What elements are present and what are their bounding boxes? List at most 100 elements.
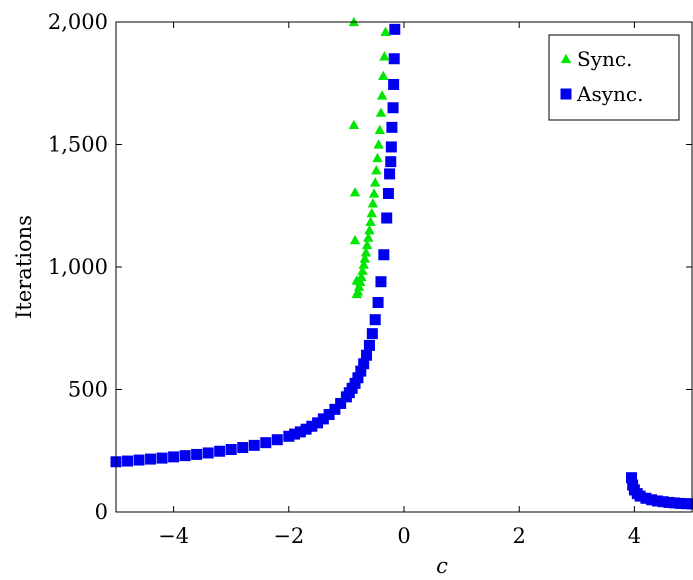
async-point-28 (349, 377, 361, 389)
y-tick-label-3: 1,500 (48, 133, 108, 157)
async-point-1 (122, 455, 134, 467)
async-point-4 (156, 452, 168, 464)
sync-point-27 (376, 90, 388, 100)
x-axis-title: c (436, 554, 448, 578)
async-point-39 (381, 212, 393, 224)
async-point-45 (387, 102, 399, 114)
async-point-40 (382, 188, 394, 199)
sync-point-19 (367, 198, 379, 208)
y-tick-label-1: 500 (68, 378, 108, 402)
sync-point-26 (375, 107, 387, 117)
y-tick-label-0: 0 (95, 500, 108, 524)
sync-point-8 (355, 276, 366, 286)
async-point-43 (385, 141, 397, 153)
sync-point-22 (371, 165, 382, 175)
x-tick-label-0: −4 (158, 524, 189, 548)
sync-point-3 (349, 234, 361, 245)
async-point-44 (386, 121, 398, 133)
async-point-17 (294, 426, 306, 438)
async-point-23 (329, 403, 341, 415)
sync-point-28 (378, 70, 389, 81)
async-point-33 (363, 339, 375, 351)
legend: Sync. Async. (548, 34, 680, 121)
async-point-60 (674, 497, 686, 509)
async-point-61 (680, 498, 692, 510)
async-point-54 (640, 492, 652, 504)
sync-point-24 (373, 139, 384, 149)
legend-box (548, 34, 680, 121)
sync-point-16 (364, 225, 375, 235)
sync-point-17 (365, 216, 376, 226)
async-point-34 (366, 328, 378, 340)
async-point-18 (300, 423, 312, 435)
async-point-7 (191, 448, 203, 460)
async-point-15 (283, 430, 295, 442)
async-point-5 (168, 451, 180, 463)
async-point-11 (237, 442, 249, 454)
sync-point-0 (348, 16, 360, 27)
async-point-24 (335, 397, 347, 409)
async-point-41 (384, 168, 396, 180)
legend-label-1: Async. (576, 82, 643, 106)
async-point-36 (372, 297, 384, 309)
async-point-47 (388, 53, 400, 65)
async-point-21 (317, 413, 329, 425)
async-point-58 (663, 496, 675, 508)
sync-point-18 (366, 207, 377, 218)
y-axis-title: Iterations (12, 215, 36, 319)
async-point-55 (646, 494, 658, 506)
async-point-35 (369, 314, 381, 326)
async-point-3 (145, 453, 157, 465)
async-point-38 (378, 249, 390, 261)
async-point-16 (289, 428, 301, 440)
chart-marks (110, 16, 693, 510)
sync-point-10 (357, 265, 368, 275)
sync-point-20 (368, 188, 380, 198)
async-point-10 (225, 444, 237, 456)
async-point-31 (358, 358, 370, 370)
sync-point-1 (348, 119, 360, 130)
sync-point-21 (370, 177, 381, 187)
sync-point-30 (380, 26, 391, 36)
async-point-32 (361, 349, 373, 361)
sync-point-14 (361, 239, 373, 250)
async-point-29 (352, 372, 364, 384)
x-tick-label-2: 0 (397, 524, 410, 548)
async-point-48 (389, 23, 401, 35)
async-point-19 (306, 420, 318, 432)
legend-marker-0 (560, 53, 572, 64)
async-point-9 (214, 445, 226, 457)
async-point-53 (634, 490, 646, 502)
sync-point-6 (352, 286, 364, 296)
sync-point-29 (379, 51, 390, 61)
legend-label-0: Sync. (577, 47, 632, 71)
async-point-57 (657, 496, 669, 508)
x-tick-label-3: 2 (513, 524, 526, 548)
sync-point-12 (359, 253, 371, 263)
y-tick-label-4: 2,000 (48, 10, 108, 34)
sync-point-11 (358, 259, 369, 269)
async-point-42 (385, 156, 397, 168)
sync-point-15 (363, 232, 374, 242)
async-point-13 (260, 437, 272, 449)
async-point-56 (651, 495, 663, 507)
async-point-14 (271, 434, 283, 446)
sync-point-9 (356, 271, 367, 281)
y-tick-label-2: 1,000 (48, 255, 108, 279)
sync-point-7 (353, 281, 365, 291)
async-point-12 (248, 439, 260, 451)
sync-point-13 (360, 247, 372, 257)
async-point-30 (355, 365, 367, 377)
x-tick-label-4: 4 (628, 524, 641, 548)
sync-point-25 (374, 124, 386, 134)
async-point-46 (388, 78, 400, 90)
async-point-37 (375, 276, 387, 288)
async-point-2 (133, 454, 145, 466)
async-point-6 (179, 450, 191, 462)
sync-point-2 (349, 187, 361, 197)
x-tick-label-1: −2 (273, 524, 304, 548)
async-point-49 (626, 472, 638, 484)
async-point-62 (686, 498, 693, 510)
async-point-8 (202, 447, 214, 459)
